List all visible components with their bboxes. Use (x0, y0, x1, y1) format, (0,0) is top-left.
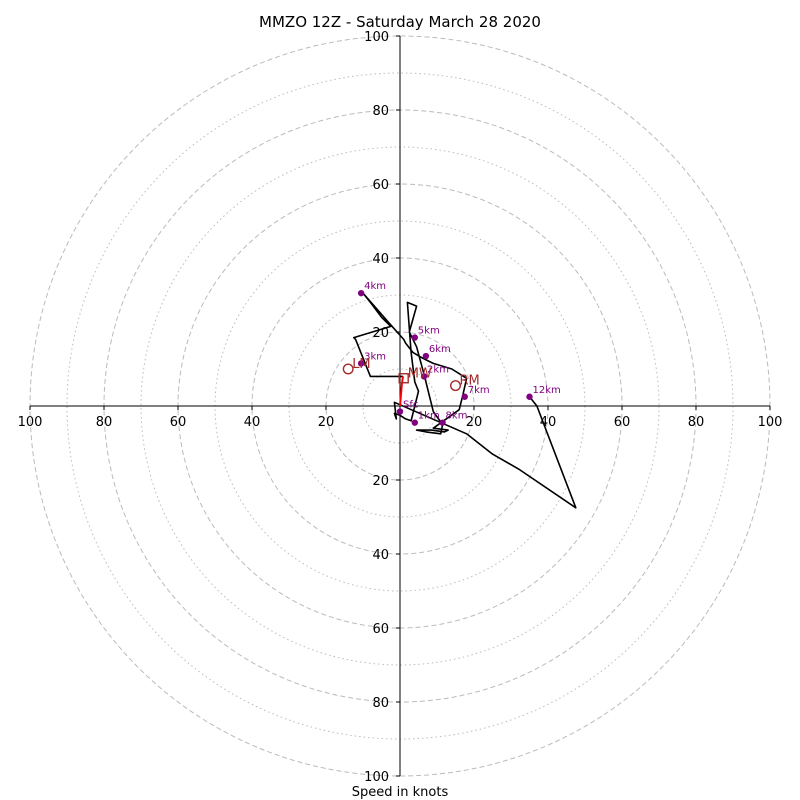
y-tick-label: 60 (372, 622, 389, 637)
x-tick-label: 100 (18, 415, 43, 430)
height-marker-2km (420, 373, 428, 380)
height-marker-label: 12km (533, 385, 561, 396)
height-marker-label: 7km (468, 385, 490, 396)
height-marker-label: 5km (418, 326, 440, 337)
y-tick-label: 80 (372, 696, 389, 711)
chart-title: MMZO 12Z - Saturday March 28 2020 (259, 13, 541, 31)
x-tick-label: 20 (318, 415, 335, 430)
x-tick-label: 40 (244, 415, 261, 430)
x-tick-label: 20 (466, 415, 483, 430)
height-marker-label: 8km (446, 411, 468, 422)
storm-motion-LM (342, 363, 354, 375)
storm-motion-label: MW (408, 366, 432, 381)
height-marker-label: 1km (418, 411, 440, 422)
y-tick-label: 80 (372, 104, 389, 119)
x-tick-label: 40 (540, 415, 557, 430)
x-tick-label: 80 (688, 415, 705, 430)
tick-labels: 20 20 20 20 40 40 40 40 60 60 60 60 80 80 80 80 100 100 10… (18, 30, 783, 785)
y-tick-label: 20 (372, 474, 389, 489)
height-marker-3km (357, 360, 365, 367)
height-marker-label: 2km (427, 364, 449, 375)
storm-motion-markers: MW LM RM (342, 357, 480, 392)
height-marker-4km (357, 289, 365, 297)
y-tick-label: 100 (364, 770, 389, 785)
lowest-layer-wind-line (399, 376, 404, 407)
x-tick-label: 60 (614, 415, 631, 430)
height-marker-12km (526, 393, 533, 400)
storm-motion-MW (398, 373, 409, 384)
y-tick-label: 20 (372, 326, 389, 341)
height-marker-1km (411, 419, 418, 426)
storm-motion-label: RM (460, 374, 480, 389)
wind-profile (352, 292, 577, 509)
x-tick-label: 80 (96, 415, 113, 430)
height-marker-7km (461, 393, 468, 400)
height-marker-label: 4km (364, 281, 386, 292)
height-marker-label: 6km (429, 344, 451, 355)
storm-motion-label: LM (352, 357, 370, 372)
height-marker-5km (411, 334, 418, 341)
y-tick-label: 40 (372, 548, 389, 563)
height-marker-6km (422, 352, 430, 360)
height-marker-label: 3km (364, 351, 386, 362)
y-tick-label: 40 (372, 252, 389, 267)
x-tick-label: 60 (170, 415, 187, 430)
y-tick-label: 60 (372, 178, 389, 193)
height-marker-Sfc (396, 408, 404, 415)
x-tick-label: 100 (758, 415, 783, 430)
wind-profile-line (352, 292, 577, 509)
y-tick-label: 100 (364, 30, 389, 45)
storm-motion-RM (450, 380, 462, 392)
height-markers: 1km 2km 3km 4km 5km 6km 7km 8km 12km Sfc (357, 281, 561, 426)
x-axis-label: Speed in knots (352, 785, 449, 800)
height-marker-label: Sfc (403, 400, 418, 411)
height-marker-8km (439, 419, 446, 426)
